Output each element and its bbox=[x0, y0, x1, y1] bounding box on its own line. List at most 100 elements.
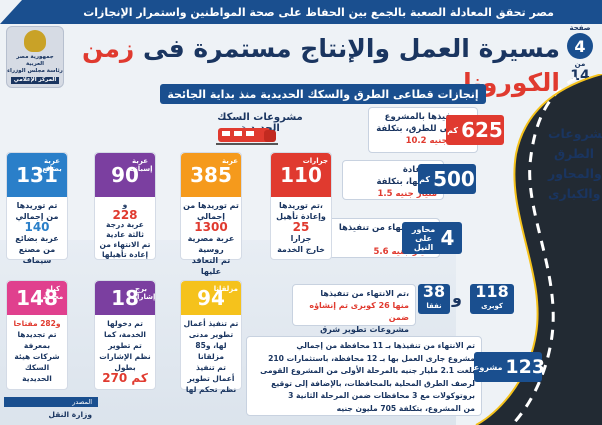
page-label: صفحة bbox=[569, 24, 591, 32]
card-line: تم تنفيذها بالمشروع bbox=[384, 112, 471, 122]
roads-stat-projects: مشروعا 123 bbox=[471, 352, 545, 382]
rail-col-locomotives: 110 جرارات تم توريدها، وإعادة تأهيل 25 ج… bbox=[270, 152, 332, 260]
col-line: بمعرفة bbox=[23, 341, 51, 350]
col-line: تطوير مدنى bbox=[188, 330, 234, 339]
stat-unit: كم bbox=[419, 174, 431, 184]
roads-card-projects: تم الانتهاء من تنفيذها بـ 11 محافظة من إ… bbox=[246, 336, 482, 416]
col-body: تم توريدها من إجمالي 140 عربة بضائع من م… bbox=[7, 197, 67, 269]
col-big: 270 كم bbox=[102, 371, 148, 385]
col-line: بطول bbox=[114, 363, 136, 372]
col-line: إجمالي bbox=[197, 212, 225, 221]
col-unit: عربة إسبانية bbox=[128, 157, 153, 173]
card-line: تم الانتهاء من تنفيذها بـ 11 محافظة من إ… bbox=[296, 341, 475, 350]
col-line: تم توريدها من bbox=[183, 201, 239, 210]
stat-value: 118 bbox=[475, 282, 509, 301]
card-line: منها 26 كوبرى تم إنشاؤه ضمن bbox=[309, 301, 409, 322]
roads-stat-bridges: 118 كوبرى bbox=[470, 284, 514, 314]
rail-col-crossings: 94 مزلقانا تم تنفيذ أعمال تطوير مدنى لها… bbox=[180, 280, 242, 394]
col-line: عربة درجة bbox=[106, 220, 144, 229]
col-body: تم تنفيذ أعمال تطوير مدنى لها، و85 مزلقا… bbox=[181, 315, 241, 398]
col-big: 140 bbox=[24, 220, 50, 234]
col-line: من إجمالي bbox=[15, 212, 59, 221]
col-unit: عربة بضائع bbox=[42, 157, 62, 173]
col-head: 385 عربة bbox=[181, 153, 241, 197]
col-line: من مصنع سيماف bbox=[18, 245, 56, 265]
roads-section-title: مشروعات الطرق والمحاور والكبارى bbox=[548, 124, 602, 204]
rail-col-stations: 148 كيلو محطة و282 مفتاحا تم تجديدها بمع… bbox=[6, 280, 68, 390]
card-line: من المشروع، بتكلفة 705 مليون جنيه bbox=[336, 403, 475, 413]
title-part-1: مسيرة العمل والإنتاج مستمرة فى bbox=[134, 34, 560, 63]
source-label: المصدر bbox=[4, 397, 98, 407]
stat-unit: كوبرى bbox=[481, 302, 503, 310]
col-line: عربة مصرية bbox=[187, 234, 235, 243]
col-line: خارج الخدمة bbox=[277, 245, 325, 254]
card-cost: 1.5 مليار جنيه bbox=[377, 189, 438, 199]
col-line: إعادة تأهيلها bbox=[101, 250, 149, 259]
banner-text: مصر تحقق المعادلة الصعبة بالجمع بين الحف… bbox=[83, 5, 554, 19]
train-icon bbox=[216, 128, 278, 145]
and-connector: و bbox=[452, 288, 462, 307]
stat-unit: نفقا bbox=[426, 302, 442, 310]
col-line: عربة بضائع bbox=[15, 234, 59, 243]
col-head: 18 برج إشارات bbox=[95, 281, 155, 315]
page-current: 4 bbox=[567, 33, 593, 59]
page-of: من bbox=[574, 60, 586, 68]
col-value: 148 bbox=[16, 286, 58, 310]
col-line: تم توريدها، bbox=[279, 201, 323, 210]
cabinet-logo: جمهورية مصر العربية رئاسة مجلس الوزراء ا… bbox=[6, 26, 64, 88]
source-value: وزارة النقل bbox=[48, 410, 92, 419]
col-line: السكك bbox=[24, 363, 50, 372]
rail-col-spanish-cars: 90 عربة إسبانية و 228 عربة درجة ثالثة عا… bbox=[94, 152, 156, 260]
subtitle-text: إنجازات قطاعى الطرق والسكك الحديدية منذ … bbox=[167, 87, 479, 101]
card-line: 3 بروتوكولات مع 3 محافظات ضمن المرحلة ال… bbox=[288, 391, 475, 401]
rail-col-cars: 385 عربة تم توريدها من إجمالي 1300 عربة … bbox=[180, 152, 242, 276]
card-line: لرصف الطرق المحلية بالمحافظات، بالإضافة … bbox=[271, 378, 475, 388]
banner-corner bbox=[0, 0, 22, 24]
roads-title-line: الطرق bbox=[553, 146, 595, 161]
col-body: تم توريدها، وإعادة تأهيل 25 جرارا خارج ا… bbox=[271, 197, 331, 258]
col-line: روسية bbox=[198, 245, 224, 254]
logo-line-1: جمهورية مصر العربية bbox=[16, 54, 54, 67]
col-line: و282 مفتاحا bbox=[13, 319, 61, 328]
col-line: الخدمة، كما bbox=[104, 330, 146, 339]
stat-value: 625 bbox=[461, 118, 503, 142]
col-line: تم توريدها bbox=[16, 201, 58, 210]
col-value: 18 bbox=[111, 286, 139, 310]
stat-unit: كم bbox=[447, 125, 459, 135]
col-line: تم تنفيذ أعمال bbox=[183, 319, 239, 328]
logo-line-3: المركز الإعلامي bbox=[10, 77, 60, 84]
col-value: 94 bbox=[197, 286, 225, 310]
col-unit: جرارات bbox=[302, 157, 328, 165]
col-head: 148 كيلو محطة bbox=[7, 281, 67, 315]
col-big: 228 bbox=[112, 208, 138, 222]
col-line: الحديدية bbox=[22, 374, 52, 383]
col-value: 131 bbox=[16, 163, 58, 187]
col-head: 110 جرارات bbox=[271, 153, 331, 197]
col-line: و bbox=[122, 200, 128, 209]
stat-value: 500 bbox=[433, 167, 475, 191]
col-line: تم الانتهاء من bbox=[99, 240, 151, 249]
stat-value: 4 bbox=[440, 226, 455, 250]
eagle-icon bbox=[24, 30, 46, 52]
col-value: 90 bbox=[111, 163, 139, 187]
col-line: ثالثة عادية bbox=[106, 230, 144, 239]
col-line: تم دخولها bbox=[107, 319, 143, 328]
stat-value: 38 bbox=[422, 282, 446, 301]
roads-stat-tunnels: 38 نفقا bbox=[418, 284, 450, 314]
col-line: لها، و85 مزلقانا bbox=[195, 341, 227, 361]
col-unit: كيلو محطة bbox=[42, 285, 64, 301]
col-big: 25 bbox=[292, 220, 310, 234]
col-body: تم توريدها من إجمالي 1300 عربة مصرية روس… bbox=[181, 197, 241, 280]
col-body: تم دخولها الخدمة، كما تم تطوير نظم الإشا… bbox=[95, 315, 155, 387]
roads-title-line: والمحاور bbox=[548, 166, 602, 181]
col-line: تم تنفيذ bbox=[196, 363, 226, 372]
roads-stat-500: كم 500 bbox=[418, 164, 476, 194]
col-value: 385 bbox=[190, 163, 232, 187]
col-unit: برج إشارات bbox=[130, 285, 156, 301]
card-line: تأهيلها، بتكلفة bbox=[376, 177, 437, 187]
card-line: 210 مشروع جارى العمل بها بـ 12 محافظة، ب… bbox=[268, 353, 475, 363]
card-line: القومى للطرق، بتكلفة bbox=[376, 124, 471, 134]
col-line: وإعادة تأهيل bbox=[276, 212, 326, 221]
roads-stat-axes: محاور على النيل 4 bbox=[402, 222, 462, 254]
col-body: و 228 عربة درجة ثالثة عادية تم الانتهاء … bbox=[95, 197, 155, 263]
